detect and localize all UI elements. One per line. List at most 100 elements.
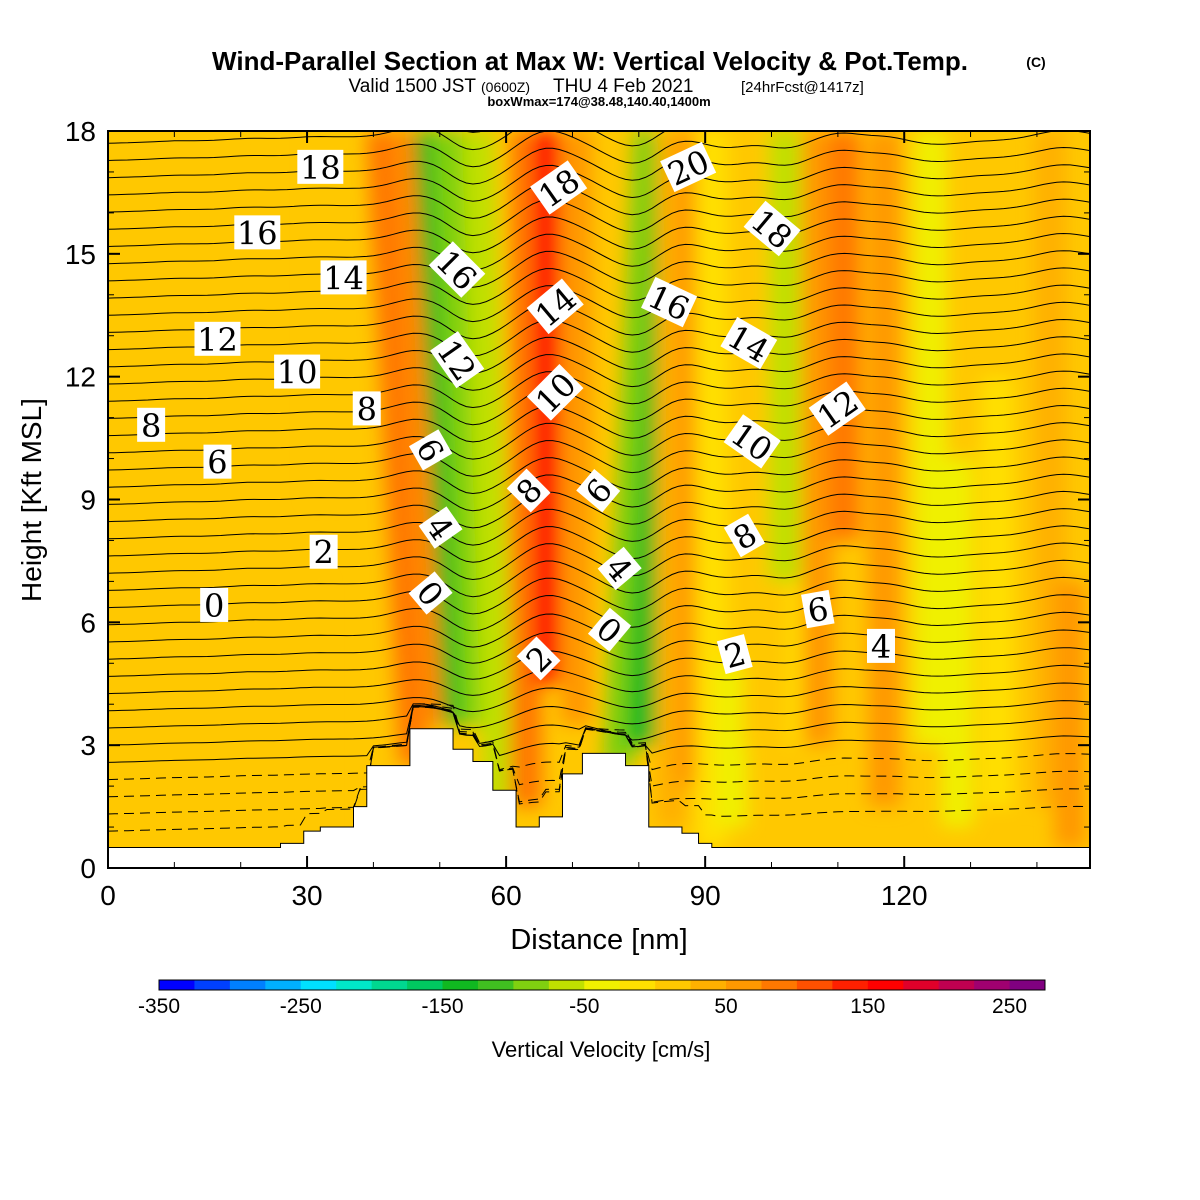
contour-label-box xyxy=(430,331,485,389)
w-band xyxy=(828,131,861,541)
contour-label-text: 16 xyxy=(237,214,278,252)
valid-utc: (0600Z) xyxy=(481,79,530,95)
y-tick-label: 18 xyxy=(65,116,96,147)
theta-contour-line xyxy=(108,353,1090,391)
colorbar-swatch xyxy=(1009,980,1046,990)
theta-contour-line xyxy=(108,181,1090,219)
theta-contour-line xyxy=(108,131,1090,168)
theta-contour-line xyxy=(108,250,1090,288)
w-band xyxy=(366,131,430,766)
box-info: boxWmax=174@38.48,140.40,1400m xyxy=(487,94,710,109)
contour-label: 6 xyxy=(801,589,835,631)
colorbar-swatch xyxy=(371,980,408,990)
w-band xyxy=(941,458,974,828)
colorbar-label: Vertical Velocity [cm/s] xyxy=(492,1037,711,1062)
theta-contour-line xyxy=(108,232,1090,271)
theta-contour-line xyxy=(108,404,1090,443)
colorbar-tick-label: -50 xyxy=(569,995,599,1018)
y-tick-label: 9 xyxy=(80,485,96,516)
contour-label-text: 4 xyxy=(871,628,891,666)
theta-contour-line xyxy=(108,370,1090,409)
x-tick-label: 0 xyxy=(100,880,116,911)
colorbar-swatch xyxy=(903,980,940,990)
colorbar-swatch xyxy=(513,980,550,990)
theta-contour-line xyxy=(108,576,1090,615)
contour-label: 2 xyxy=(716,634,753,676)
contour-label-box xyxy=(297,149,344,184)
colorbar-swatch xyxy=(655,980,692,990)
colorbar-tick-label: 50 xyxy=(714,995,737,1018)
w-band xyxy=(291,581,323,840)
colorbar-swatch xyxy=(336,980,373,990)
contour-label-box xyxy=(801,589,835,629)
contour-label-box xyxy=(530,160,588,215)
contour-label-text: 8 xyxy=(141,407,161,445)
valid-time-line: Valid 1500 JST (0600Z) THU 4 Feb 2021 [2… xyxy=(349,76,864,97)
theta-contour-line xyxy=(108,705,1090,815)
contour-label-text: 12 xyxy=(197,321,238,359)
colorbar-tick-label: -350 xyxy=(138,995,180,1018)
valid-date: THU 4 Feb 2021 xyxy=(553,76,693,97)
contour-label-box xyxy=(203,444,232,479)
theta-contour-line xyxy=(108,336,1090,374)
terrain-profile xyxy=(107,728,1091,869)
x-tick-label: 90 xyxy=(690,880,721,911)
contour-label-box xyxy=(309,534,338,569)
colorbar-swatch xyxy=(407,980,444,990)
contour-label-box xyxy=(408,571,453,615)
contour-label-box xyxy=(516,636,561,681)
theta-contour-line xyxy=(108,682,1090,713)
colorbar-swatch xyxy=(938,980,975,990)
x-axis-label: Distance [nm] xyxy=(510,924,687,956)
theta-contour-line xyxy=(108,705,1090,746)
contour-label-box xyxy=(274,354,321,389)
w-band xyxy=(461,131,516,807)
contour-label-box xyxy=(200,587,229,622)
valid-prefix: Valid 1500 JST xyxy=(349,76,477,97)
x-tick-label: 60 xyxy=(491,880,522,911)
contour-label-text: 0 xyxy=(204,587,224,625)
colorbar-tick-label: 250 xyxy=(992,995,1027,1018)
contour-label-box xyxy=(743,200,801,257)
theta-contour-line xyxy=(108,422,1090,460)
theta-contour-line xyxy=(108,318,1090,357)
colorbar-tick-label: -150 xyxy=(422,995,464,1018)
theta-contour-line xyxy=(108,508,1090,546)
copyright-mark: (C) xyxy=(1026,54,1045,70)
contour-label-box xyxy=(597,546,642,591)
contour-label-box xyxy=(408,429,453,471)
contour-label-box xyxy=(418,506,463,549)
chart-title: Wind-Parallel Section at Max W: Vertical… xyxy=(212,46,968,76)
y-tick-label: 3 xyxy=(80,730,96,761)
w-band xyxy=(1054,581,1087,848)
contour-label-text: 10 xyxy=(277,354,318,392)
contour-label-box xyxy=(137,407,166,442)
contour-label-box xyxy=(194,321,241,356)
contour-label-box xyxy=(716,634,753,675)
contour-label: 10 xyxy=(274,354,321,392)
contour-label-box xyxy=(320,260,367,295)
y-tick-label: 15 xyxy=(65,239,96,270)
theta-contour-line xyxy=(108,146,1090,185)
contour-label: 16 xyxy=(234,214,281,252)
colorbar-swatch xyxy=(974,980,1011,990)
contour-label-box xyxy=(720,316,778,370)
contour-label: 12 xyxy=(194,321,241,359)
colorbar-swatch xyxy=(548,980,585,990)
w-band xyxy=(231,131,264,840)
theta-contour-line xyxy=(108,542,1090,581)
colorbar-swatch xyxy=(832,980,869,990)
y-tick-label: 6 xyxy=(80,607,96,638)
contour-label-box xyxy=(808,381,866,436)
colorbar: -350 -250 -150 -50 50 150 250 xyxy=(138,979,1046,1018)
theta-contour-line xyxy=(108,387,1090,426)
theta-contour-line xyxy=(108,647,1090,680)
w-band xyxy=(311,131,343,500)
colorbar-swatch xyxy=(300,980,337,990)
contour-label-box xyxy=(576,469,621,513)
theta-contour-line xyxy=(108,706,1090,781)
colorbar-swatch xyxy=(477,980,514,990)
